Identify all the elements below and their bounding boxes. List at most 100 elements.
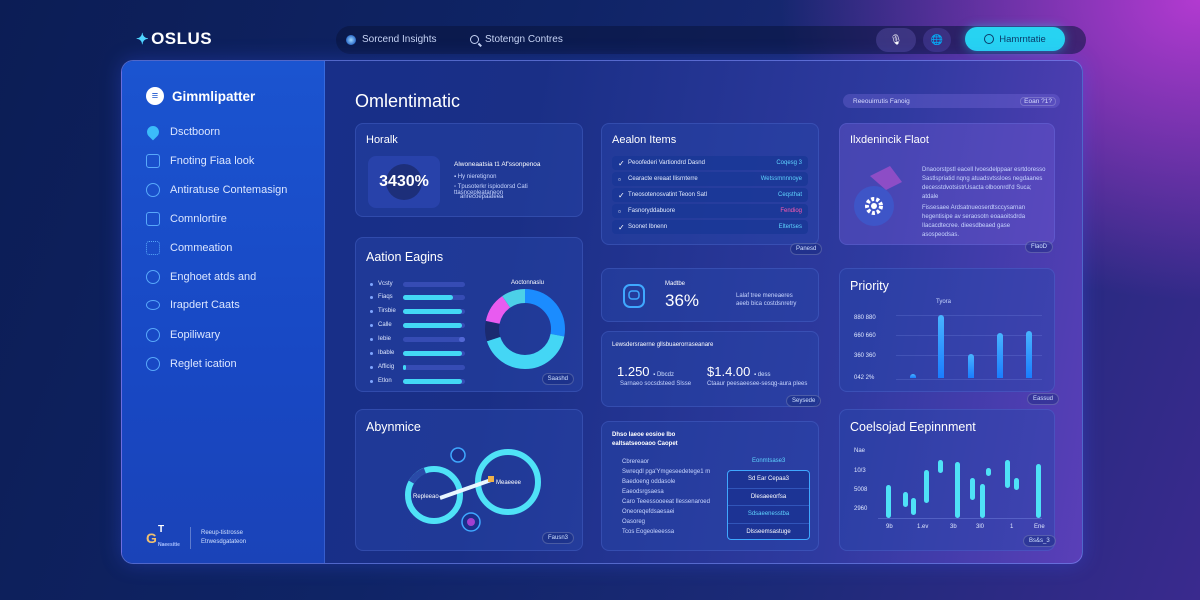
stat-unit: dess xyxy=(757,372,771,378)
sidebar-footer: G T Naeesitie Reeup-tistrosse Etrwesdgat… xyxy=(146,524,247,549)
app-logo[interactable]: ✦ OSLUS xyxy=(136,29,212,49)
brand-name: Gimmlipatter xyxy=(172,88,256,104)
action-items-button[interactable]: Panesd xyxy=(790,243,823,255)
stat-1: 1.250 ▪ Dbcdz xyxy=(617,364,674,379)
x-tick: 3l0 xyxy=(976,524,985,530)
priority-button[interactable]: Eassud xyxy=(1027,393,1060,405)
sidebar-item-dashboard[interactable]: Dsctboorn xyxy=(144,123,220,141)
primary-action-button[interactable]: Hamrntatie xyxy=(965,27,1065,51)
nav-label: Stotengn Contres xyxy=(485,34,563,45)
bar-row: Tirsbie xyxy=(370,308,465,314)
y-tick: 10/3 xyxy=(854,468,866,474)
check-icon[interactable]: ✓ xyxy=(618,222,625,232)
notes-heading: ealtsatseooaoo Caopet xyxy=(612,441,678,447)
bar-label: Fiaqs xyxy=(378,294,393,300)
footer-line: Etrwesdgatateon xyxy=(201,539,247,545)
card-title: Priority xyxy=(850,279,889,293)
sidebar-item-2[interactable]: Fnoting Fiaa look xyxy=(146,154,254,168)
globe-button[interactable]: 🌐 xyxy=(923,28,951,52)
at-icon xyxy=(146,328,160,342)
search-input[interactable]: Reeouirrutis Fanoig Eoan ?1? xyxy=(843,94,1060,108)
sidebar-brand[interactable]: ≡ Gimmlipatter xyxy=(146,87,255,105)
notes-line: Tcos Eogeoleeessa xyxy=(622,529,675,535)
sidebar-item-label: Antiratuse Contemasign xyxy=(170,184,288,196)
option-item[interactable]: Dlsseemsastuge xyxy=(746,529,791,536)
stat-value: 1.250 xyxy=(617,364,650,379)
action-item-row[interactable]: ▫ Cearacte ereaat Ilisrnterre Wetssmnnnoye xyxy=(612,172,808,186)
microphone-button[interactable]: 🎙 xyxy=(876,28,916,52)
notes-line: Swreqdl pga'Ymgeseedetege1 m xyxy=(622,469,711,475)
priority-bar xyxy=(938,315,944,378)
check-icon[interactable]: ✓ xyxy=(618,190,625,200)
sidebar-item-label: Eopiliwary xyxy=(170,329,221,341)
insight-button[interactable]: FlaoD xyxy=(1025,241,1054,253)
y-tick: 042 2% xyxy=(854,375,875,381)
kpi-value: 3430% xyxy=(379,173,429,190)
logo-text: OSLUS xyxy=(151,29,213,48)
check-icon[interactable]: ✓ xyxy=(618,158,625,168)
stat-2: $1.4.00 ▪ dess xyxy=(707,364,771,379)
stat-value: $1.4.00 xyxy=(707,364,751,379)
y-tick: Nae xyxy=(854,448,866,454)
action-item-row[interactable]: ✓ Soonet Ibnenn Eltertses xyxy=(612,220,808,234)
chart-subtitle: Tyora xyxy=(936,299,952,305)
action-item-row[interactable]: ✓ Tneosotenosvatint Teoon Satl Ceqsthat xyxy=(612,188,808,202)
priority-bar xyxy=(968,354,974,378)
page-title: Omlentimatic xyxy=(355,91,461,111)
bar-row: Vcsty xyxy=(370,281,465,287)
nav-item-search[interactable]: Stotengn Contres xyxy=(470,34,563,45)
insight-paragraph: Fissesaee Ardsatnueoserdtsccysarnan hege… xyxy=(922,205,1026,238)
action-item-row[interactable]: ▫ Fasnoryddabuore Fendiog xyxy=(612,204,808,218)
footer-logo-t: T xyxy=(158,524,165,535)
bar-label: Ibable xyxy=(378,350,395,356)
row-status: Fendiog xyxy=(780,208,802,214)
combined-card: Coelsojad Eepinnment Nae 10/3 5008 2960 … xyxy=(839,409,1055,551)
footer-line: Reeup-tistrosse xyxy=(201,530,244,536)
anomalies-button[interactable]: Fausn3 xyxy=(541,532,574,544)
card-title: Abynmice xyxy=(366,420,421,434)
search-icon xyxy=(470,35,479,44)
bar-row: Fiaqs xyxy=(370,294,465,300)
sidebar-item-6[interactable]: Enghoet atds and xyxy=(146,270,256,284)
checkbox-icon[interactable]: ▫ xyxy=(618,174,621,184)
sidebar-item-3[interactable]: Antiratuse Contemasign xyxy=(146,183,287,197)
action-engine-button[interactable]: Saashd xyxy=(541,373,574,385)
metric-desc: Lalaf tree meneaeres xyxy=(736,293,793,299)
option-item[interactable]: Sd Ear Cepaa3 xyxy=(728,471,809,489)
eye-icon xyxy=(146,300,160,310)
sidebar-item-4[interactable]: Comnlortire xyxy=(146,212,227,226)
search-tag[interactable]: Eoan ?1? xyxy=(1020,96,1056,106)
action-item-row[interactable]: ✓ Peoofederi Vartiondrd Dasnd Coqesg 3 xyxy=(612,156,808,170)
row-label: Cearacte ereaat Ilisrnterre xyxy=(628,176,698,182)
stat-sub: Ctaaur peesaeesee-sesqg-aura plees xyxy=(707,381,808,387)
combined-button[interactable]: Bs&s_3 xyxy=(1023,535,1056,547)
notes-line: Cbrereaor xyxy=(622,459,650,465)
sidebar-item-label: Enghoet atds and xyxy=(170,271,257,283)
x-tick: 9b xyxy=(886,524,893,530)
bar-row: Calle xyxy=(370,322,465,328)
brand-icon: ≡ xyxy=(146,87,164,105)
sidebar: ≡ Gimmlipatter Dsctboorn Fnoting Fiaa lo… xyxy=(122,61,325,563)
checkbox-icon[interactable]: ▫ xyxy=(618,206,621,216)
bar-row: Etlon xyxy=(370,378,465,384)
list-title: Eonmtsase3 xyxy=(752,458,786,464)
node-label: Meaeeee xyxy=(496,480,522,486)
chat-icon xyxy=(146,270,160,284)
sidebar-item-5[interactable]: Commeation xyxy=(146,241,232,255)
health-heading: Alwoneaatsia t1 Af'ssonpenoa xyxy=(454,161,541,168)
sidebar-item-9[interactable]: Reglet ication xyxy=(146,357,237,371)
notes-card: Dhso Iaeoe eosioe Ibo ealtsatseooaoo Cao… xyxy=(601,421,819,551)
sidebar-item-7[interactable]: Irapdert Caats xyxy=(146,299,240,311)
globe-icon: 🌐 xyxy=(930,34,944,46)
option-item[interactable]: Dlesaeeorfsa xyxy=(728,489,809,506)
sidebar-item-8[interactable]: Eopiliwary xyxy=(146,328,220,342)
nav-item-insights[interactable]: Sorcend Insights xyxy=(346,34,437,45)
notes-line: Eaeodsrgsaesa xyxy=(622,489,664,495)
user-icon xyxy=(146,357,160,371)
stat-unit: Dbcdz xyxy=(656,372,674,378)
action-engine-card: Aation Eagins Vcsty Fiaqs Tirsbie Calle … xyxy=(355,237,583,392)
option-item[interactable]: Sdsaeenesstba xyxy=(728,506,809,524)
revenue-button[interactable]: Seysede xyxy=(786,395,822,407)
insight-card: Ilxdenincik Flaot Dnaoorstpstl eacell Iv… xyxy=(839,123,1055,245)
metric-card: Madtbe 36% Lalaf tree meneaeres aeeb bic… xyxy=(601,268,819,322)
